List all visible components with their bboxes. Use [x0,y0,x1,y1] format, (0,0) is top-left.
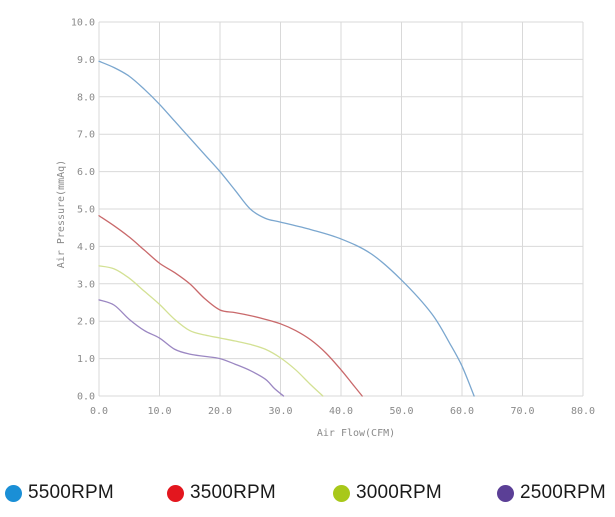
y-tick-label: 0.0 [77,392,95,403]
series-line-2500rpm [98,299,285,397]
x-tick-label: 50.0 [389,406,413,417]
y-tick-label: 9.0 [77,55,95,66]
series-line-3500rpm [98,215,363,397]
series-line-5500rpm [98,60,475,397]
x-tick-label: 60.0 [450,406,474,417]
legend-label-5500rpm: 5500RPM [28,482,114,503]
x-tick-label: 10.0 [147,406,171,417]
y-axis-label: Air Pressure(mmAq) [56,160,67,268]
legend-swatch-3500rpm [167,484,184,502]
y-tick-label: 5.0 [77,205,95,216]
x-tick-label: 40.0 [329,406,353,417]
x-tick-label: 0.0 [90,406,108,417]
legend-item-2500rpm: 2500RPM [497,478,606,508]
legend-label-3500rpm: 3500RPM [190,482,276,503]
y-tick-label: 1.0 [77,354,95,365]
legend-item-3500rpm: 3500RPM [167,478,276,508]
y-tick-label: 4.0 [77,242,95,253]
legend-item-3000rpm: 3000RPM [333,478,442,508]
legend-swatch-3000rpm [333,484,350,502]
x-tick-label: 80.0 [571,406,595,417]
y-tick-labels: 0.0 1.0 2.0 3.0 4.0 5.0 6.0 7.0 8.0 9.0 10.0 [71,18,95,403]
y-tick-label: 3.0 [77,279,95,290]
grid [98,21,584,397]
series-lines [98,60,475,397]
y-tick-label: 10.0 [71,18,95,29]
x-tick-label: 30.0 [268,406,292,417]
x-tick-label: 70.0 [510,406,534,417]
y-tick-label: 6.0 [77,167,95,178]
legend-label-2500rpm: 2500RPM [520,482,606,503]
legend-swatch-2500rpm [497,484,514,502]
y-tick-label: 2.0 [77,317,95,328]
y-tick-label: 8.0 [77,92,95,103]
series-line-3000rpm [98,265,324,397]
y-tick-label: 7.0 [77,130,95,141]
legend-swatch-5500rpm [5,484,22,502]
chart: 0.0 10.0 20.0 30.0 40.0 50.0 60.0 70.0 80.0 0.0 1… [56,18,595,440]
legend-item-5500rpm: 5500RPM [5,478,114,508]
x-tick-labels: 0.0 10.0 20.0 30.0 40.0 50.0 60.0 70.0 80.0 [90,406,595,417]
legend-label-3000rpm: 3000RPM [356,482,442,503]
legend: 5500RPM 3500RPM 3000RPM 2500RPM [0,478,615,508]
x-tick-label: 20.0 [208,406,232,417]
x-axis-label: Air Flow(CFM) [317,428,395,439]
